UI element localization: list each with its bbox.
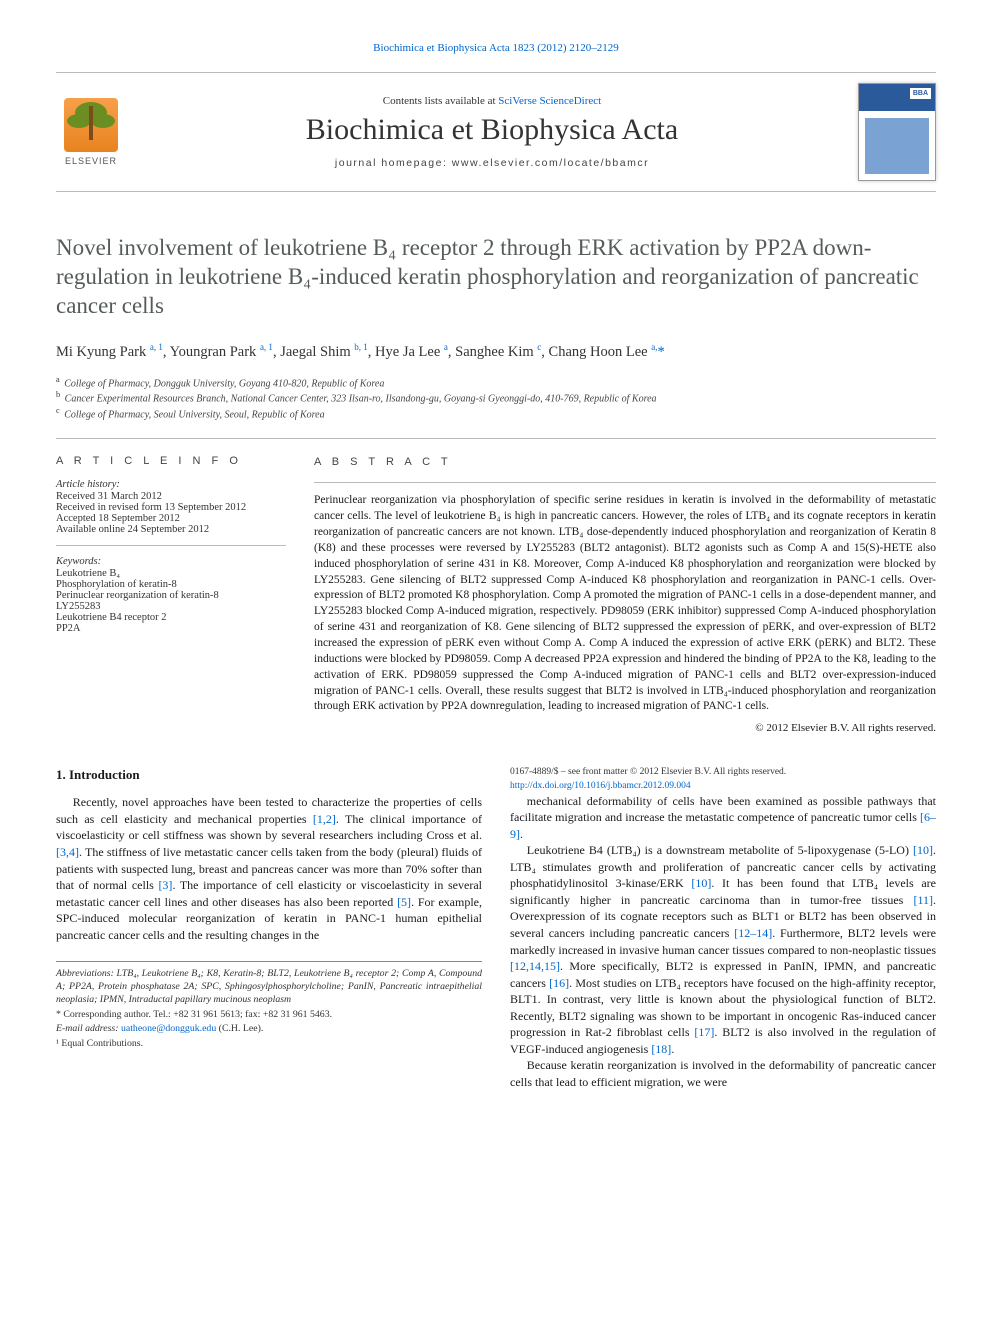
article-info-label: A R T I C L E I N F O: [56, 455, 286, 467]
history-received: Received 31 March 2012: [56, 491, 286, 502]
history-revised: Received in revised form 13 September 20…: [56, 502, 286, 513]
bba-label: BBA: [910, 88, 931, 99]
email-line: E-mail address: uatheone@dongguk.edu (C.…: [56, 1023, 482, 1036]
footnotes: Abbreviations: LTB₄, Leukotriene B₄; K8,…: [56, 961, 482, 1050]
keywords-block: Keywords: Leukotriene B₄ Phosphorylation…: [56, 556, 286, 644]
elsevier-logo: ELSEVIER: [56, 92, 126, 172]
abstract-text: Perinuclear reorganization via phosphory…: [314, 482, 936, 715]
article-info-column: A R T I C L E I N F O Article history: R…: [56, 455, 286, 736]
elsevier-brand: ELSEVIER: [65, 156, 117, 166]
affiliations: a College of Pharmacy, Dongguk Universit…: [56, 375, 936, 420]
email-link[interactable]: uatheone@dongguk.edu: [121, 1023, 216, 1034]
info-abstract-row: A R T I C L E I N F O Article history: R…: [56, 438, 936, 736]
abstract-copyright: © 2012 Elsevier B.V. All rights reserved…: [314, 721, 936, 736]
header-citation-link[interactable]: Biochimica et Biophysica Acta 1823 (2012…: [373, 42, 619, 54]
history-online: Available online 24 September 2012: [56, 524, 286, 535]
affiliation-a: a College of Pharmacy, Dongguk Universit…: [56, 375, 936, 389]
sciencedirect-link[interactable]: SciVerse ScienceDirect: [498, 95, 601, 107]
affiliation-b: b Cancer Experimental Resources Branch, …: [56, 390, 936, 404]
journal-homepage: journal homepage: www.elsevier.com/locat…: [126, 157, 858, 169]
equal-contributions: ¹ Equal Contributions.: [56, 1038, 482, 1051]
corresponding-author: * Corresponding author. Tel.: +82 31 961…: [56, 1009, 482, 1022]
keyword: Leukotriene B4 receptor 2: [56, 612, 286, 623]
masthead: ELSEVIER Contents lists available at Sci…: [56, 72, 936, 192]
contents-prefix: Contents lists available at: [383, 95, 498, 107]
elsevier-tree-icon: [64, 98, 118, 152]
abstract-column: A B S T R A C T Perinuclear reorganizati…: [314, 455, 936, 736]
masthead-center: Contents lists available at SciVerse Sci…: [126, 95, 858, 169]
intro-heading: 1. Introduction: [56, 766, 482, 784]
journal-cover-thumb: BBA: [858, 83, 936, 181]
intro-p1: Recently, novel approaches have been tes…: [56, 794, 482, 943]
keywords-header: Keywords:: [56, 556, 286, 567]
affiliation-c: c College of Pharmacy, Seoul University,…: [56, 406, 936, 420]
article-history: Article history: Received 31 March 2012 …: [56, 479, 286, 546]
cover-image-icon: [865, 118, 929, 174]
header-citation: Biochimica et Biophysica Acta 1823 (2012…: [56, 42, 936, 54]
journal-name: Biochimica et Biophysica Acta: [126, 113, 858, 147]
keyword: Phosphorylation of keratin-8: [56, 579, 286, 590]
history-header: Article history:: [56, 479, 286, 490]
body-columns: 1. Introduction Recently, novel approach…: [56, 766, 936, 1090]
issn-block: 0167-4889/$ – see front matter © 2012 El…: [510, 766, 936, 792]
keyword: LY255283: [56, 601, 286, 612]
keyword: Leukotriene B₄: [56, 568, 286, 579]
intro-p4: Because keratin reorganization is involv…: [510, 1057, 936, 1090]
keyword: PP2A: [56, 623, 286, 634]
article-title: Novel involvement of leukotriene B₄ rece…: [56, 234, 936, 320]
authors-line: Mi Kyung Park a, 1, Youngran Park a, 1, …: [56, 342, 936, 361]
intro-p3: Leukotriene B4 (LTB₄) is a downstream me…: [510, 842, 936, 1057]
contents-line: Contents lists available at SciVerse Sci…: [126, 95, 858, 107]
history-accepted: Accepted 18 September 2012: [56, 513, 286, 524]
keyword: Perinuclear reorganization of keratin-8: [56, 590, 286, 601]
doi-link[interactable]: http://dx.doi.org/10.1016/j.bbamcr.2012.…: [510, 781, 691, 791]
abbreviations: Abbreviations: LTB₄, Leukotriene B₄; K8,…: [56, 968, 482, 1006]
intro-p2: mechanical deformability of cells have b…: [510, 793, 936, 843]
abstract-label: A B S T R A C T: [314, 455, 936, 470]
issn-line: 0167-4889/$ – see front matter © 2012 El…: [510, 766, 936, 779]
